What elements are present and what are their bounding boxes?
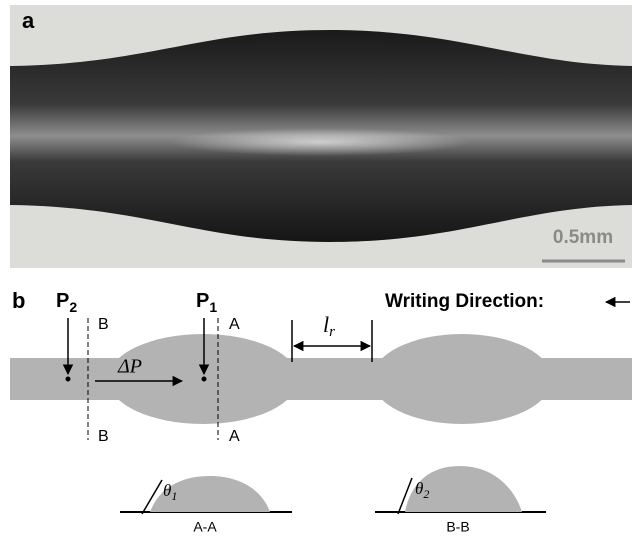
subscript: 1 [171,489,177,503]
micrograph: a 0.5mm [10,5,632,268]
symbol: P [56,290,69,312]
section-label: A [229,428,240,445]
pressure-label: P2 [56,290,77,314]
section-label: A [229,316,240,333]
symbol: P [196,290,209,312]
subscript: r [329,324,335,340]
point [202,377,207,382]
subscript: 1 [209,299,217,315]
writing-direction: Writing Direction: [385,291,544,312]
ridge-length: lr [323,312,335,340]
panel-label: a [22,8,35,33]
scale-bar-label: 0.5mm [553,227,613,248]
symbol: θ [163,481,171,500]
symbol: θ [415,479,423,498]
pressure-label: P1 [196,290,217,314]
figure: a 0.5mm b Writing Direction: B B A A P2 … [0,0,642,537]
section-label: B [98,316,109,333]
section-caption: B-B [446,519,469,535]
subscript: 2 [423,487,429,501]
schematic: b Writing Direction: B B A A P2 P1 ΔP lr… [10,288,632,535]
point [66,377,71,382]
section-caption: A-A [193,519,217,535]
subscript: 2 [69,299,77,315]
panel-label: b [12,288,25,313]
delta-p: ΔP [117,356,142,378]
bulge [372,334,552,424]
section-label: B [98,428,109,445]
